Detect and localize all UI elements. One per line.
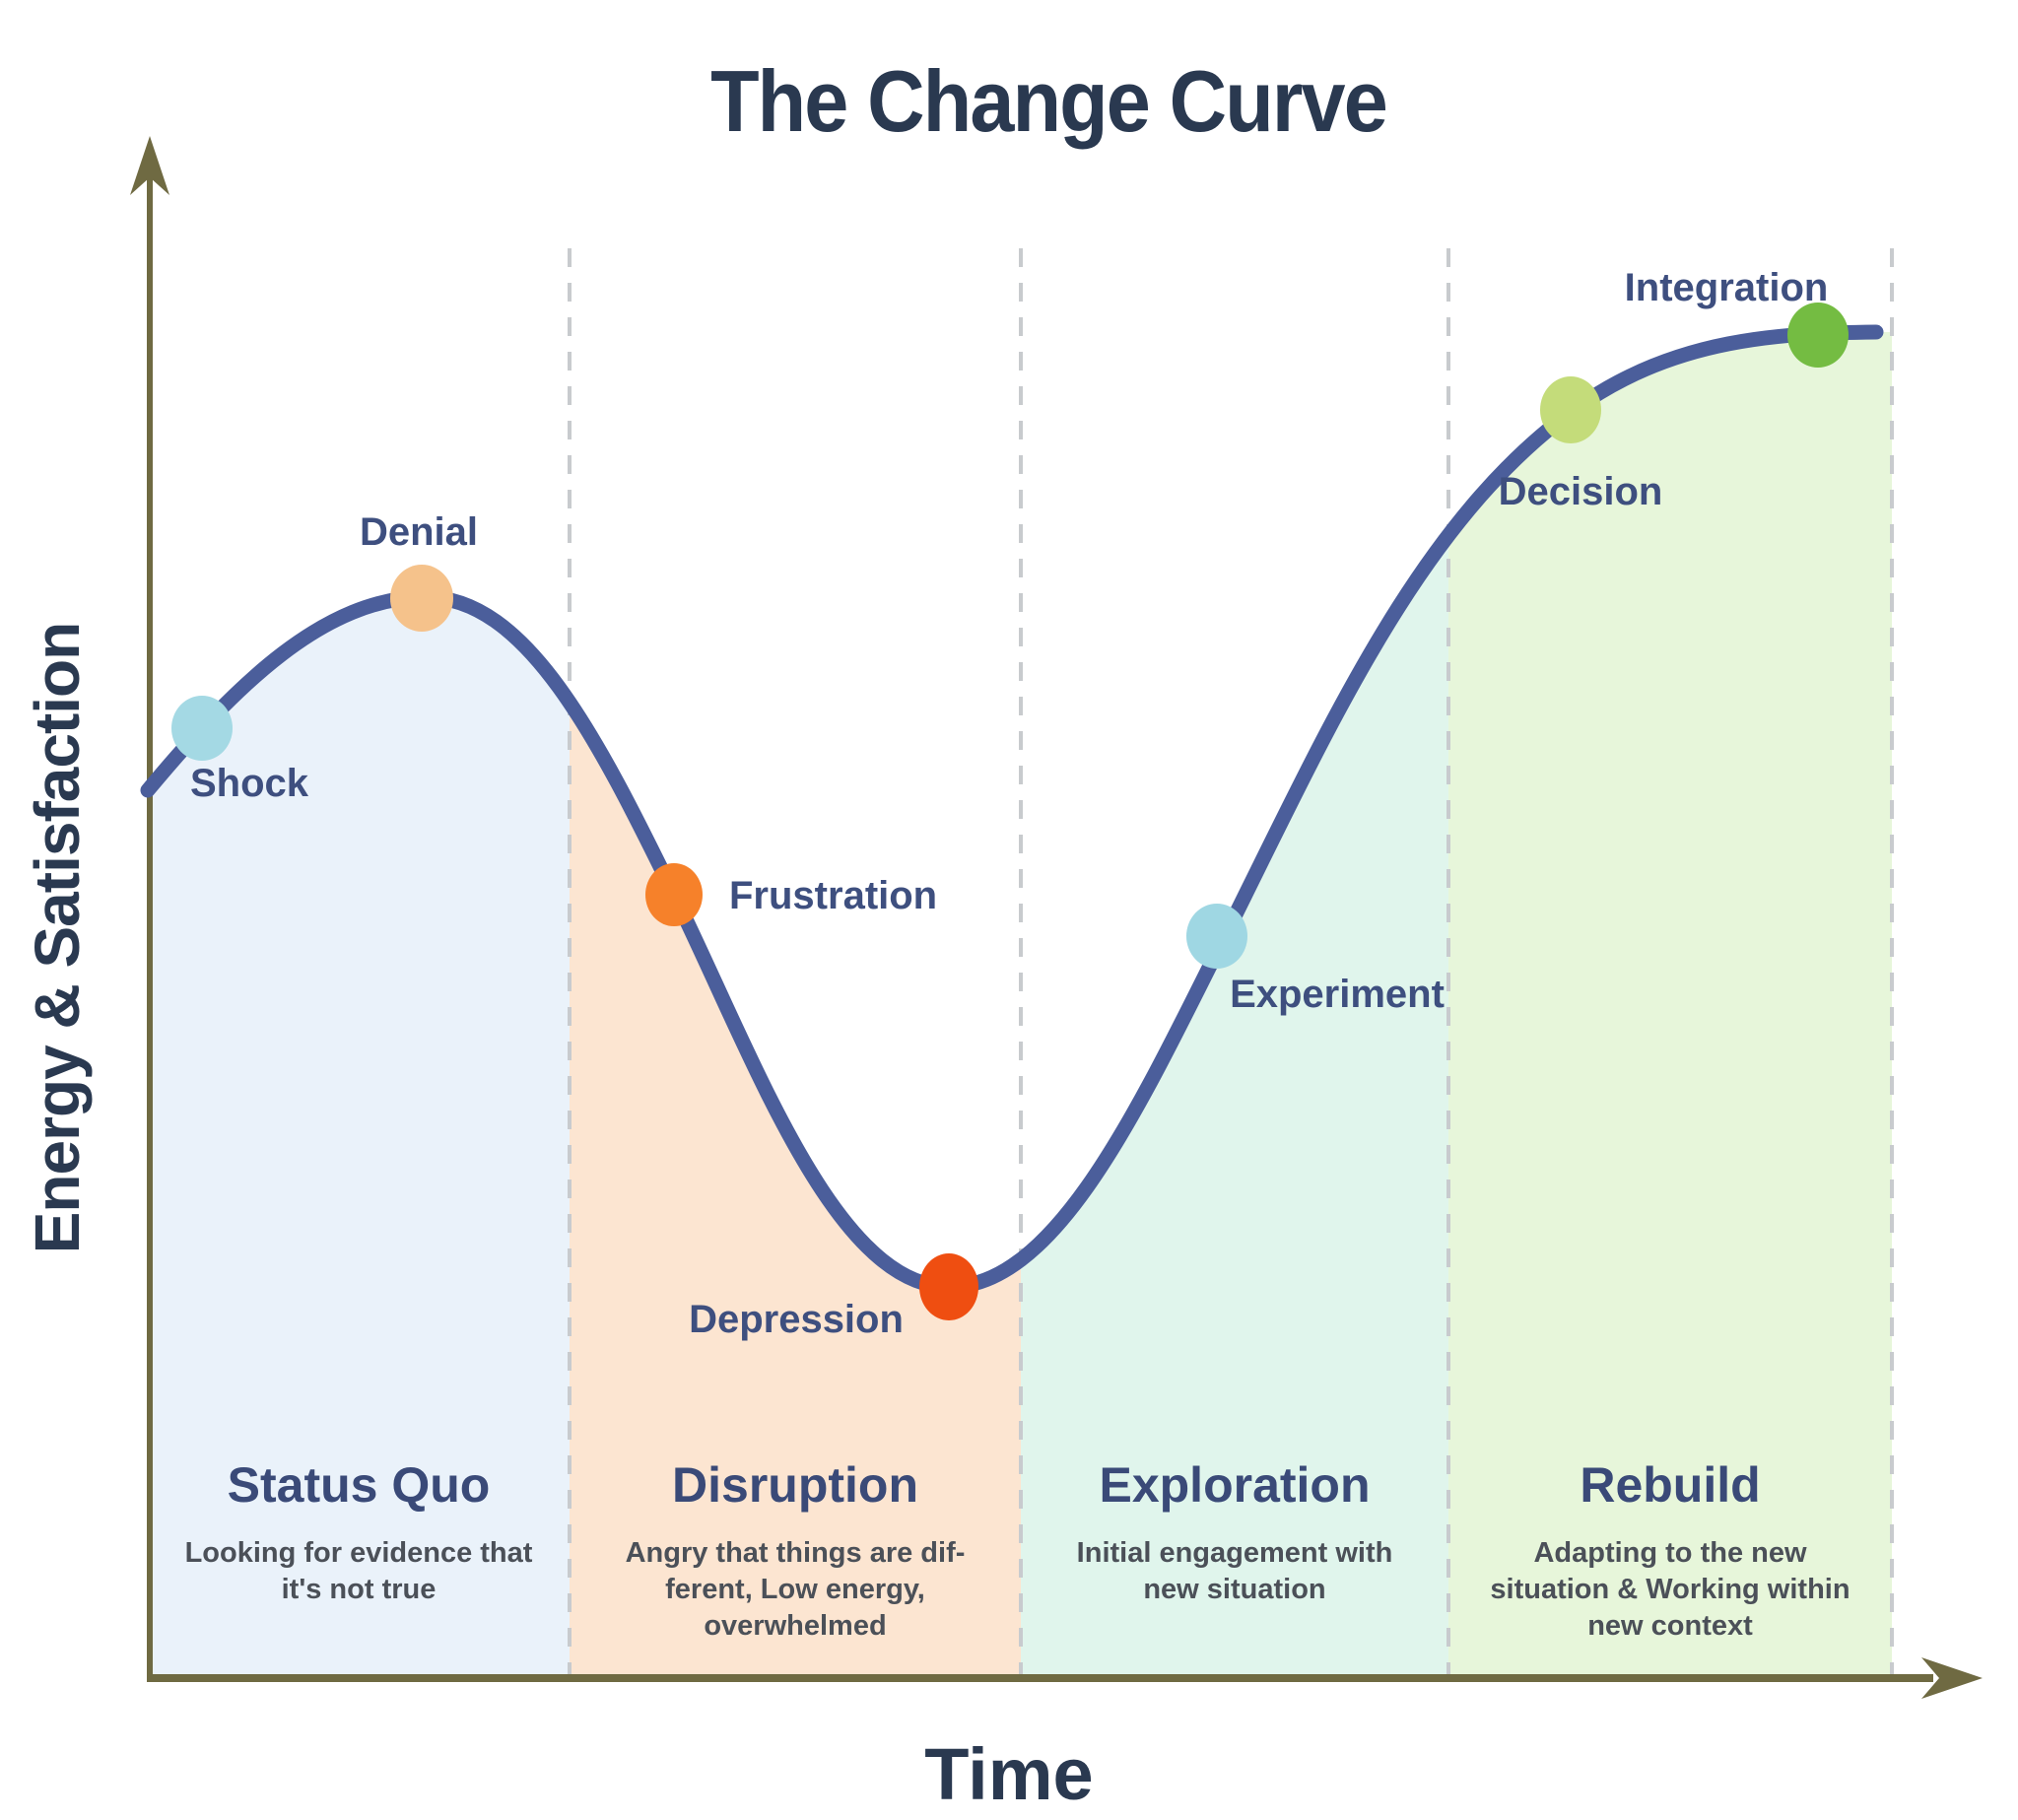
page-title: The Change Curve: [710, 52, 1388, 150]
stage-label-depression: Depression: [689, 1298, 904, 1341]
stage-label-experiment: Experiment: [1230, 973, 1445, 1016]
stage-dot-denial: [390, 565, 453, 632]
x-axis-arrow-icon: [1921, 1657, 1983, 1699]
phase-title-rebuild: Rebuild: [1580, 1457, 1761, 1513]
stage-dot-shock: [171, 696, 233, 761]
phase-description-exploration: Initial engagement with new situation: [1076, 1537, 1393, 1605]
phase-description-disruption: Angry that things are dif- ferent, Low e…: [625, 1537, 966, 1642]
x-axis-label: Time: [924, 1733, 1094, 1815]
phase-description-status-quo: Looking for evidence that it's not true: [184, 1537, 533, 1605]
phase-title-exploration: Exploration: [1099, 1457, 1371, 1513]
stage-dot-experiment: [1186, 904, 1247, 969]
y-axis-arrow-icon: [130, 136, 169, 195]
y-axis-label: Energy & Satisfaction: [22, 622, 93, 1254]
phase-description-rebuild: Adapting to the new situation & Working …: [1490, 1537, 1850, 1642]
stage-label-denial: Denial: [360, 510, 478, 554]
stage-dot-decision: [1540, 376, 1601, 443]
stage-dot-depression: [919, 1253, 978, 1320]
stage-dot-frustration: [645, 863, 703, 926]
stage-dot-integration: [1787, 303, 1849, 368]
phase-title-status-quo: Status Quo: [227, 1457, 491, 1513]
stage-label-shock: Shock: [190, 762, 309, 805]
stage-label-integration: Integration: [1625, 266, 1829, 309]
stage-label-decision: Decision: [1499, 470, 1663, 513]
phase-area-rebuild: [1448, 332, 1892, 1676]
phase-title-disruption: Disruption: [672, 1457, 918, 1513]
stage-label-frustration: Frustration: [729, 874, 937, 917]
